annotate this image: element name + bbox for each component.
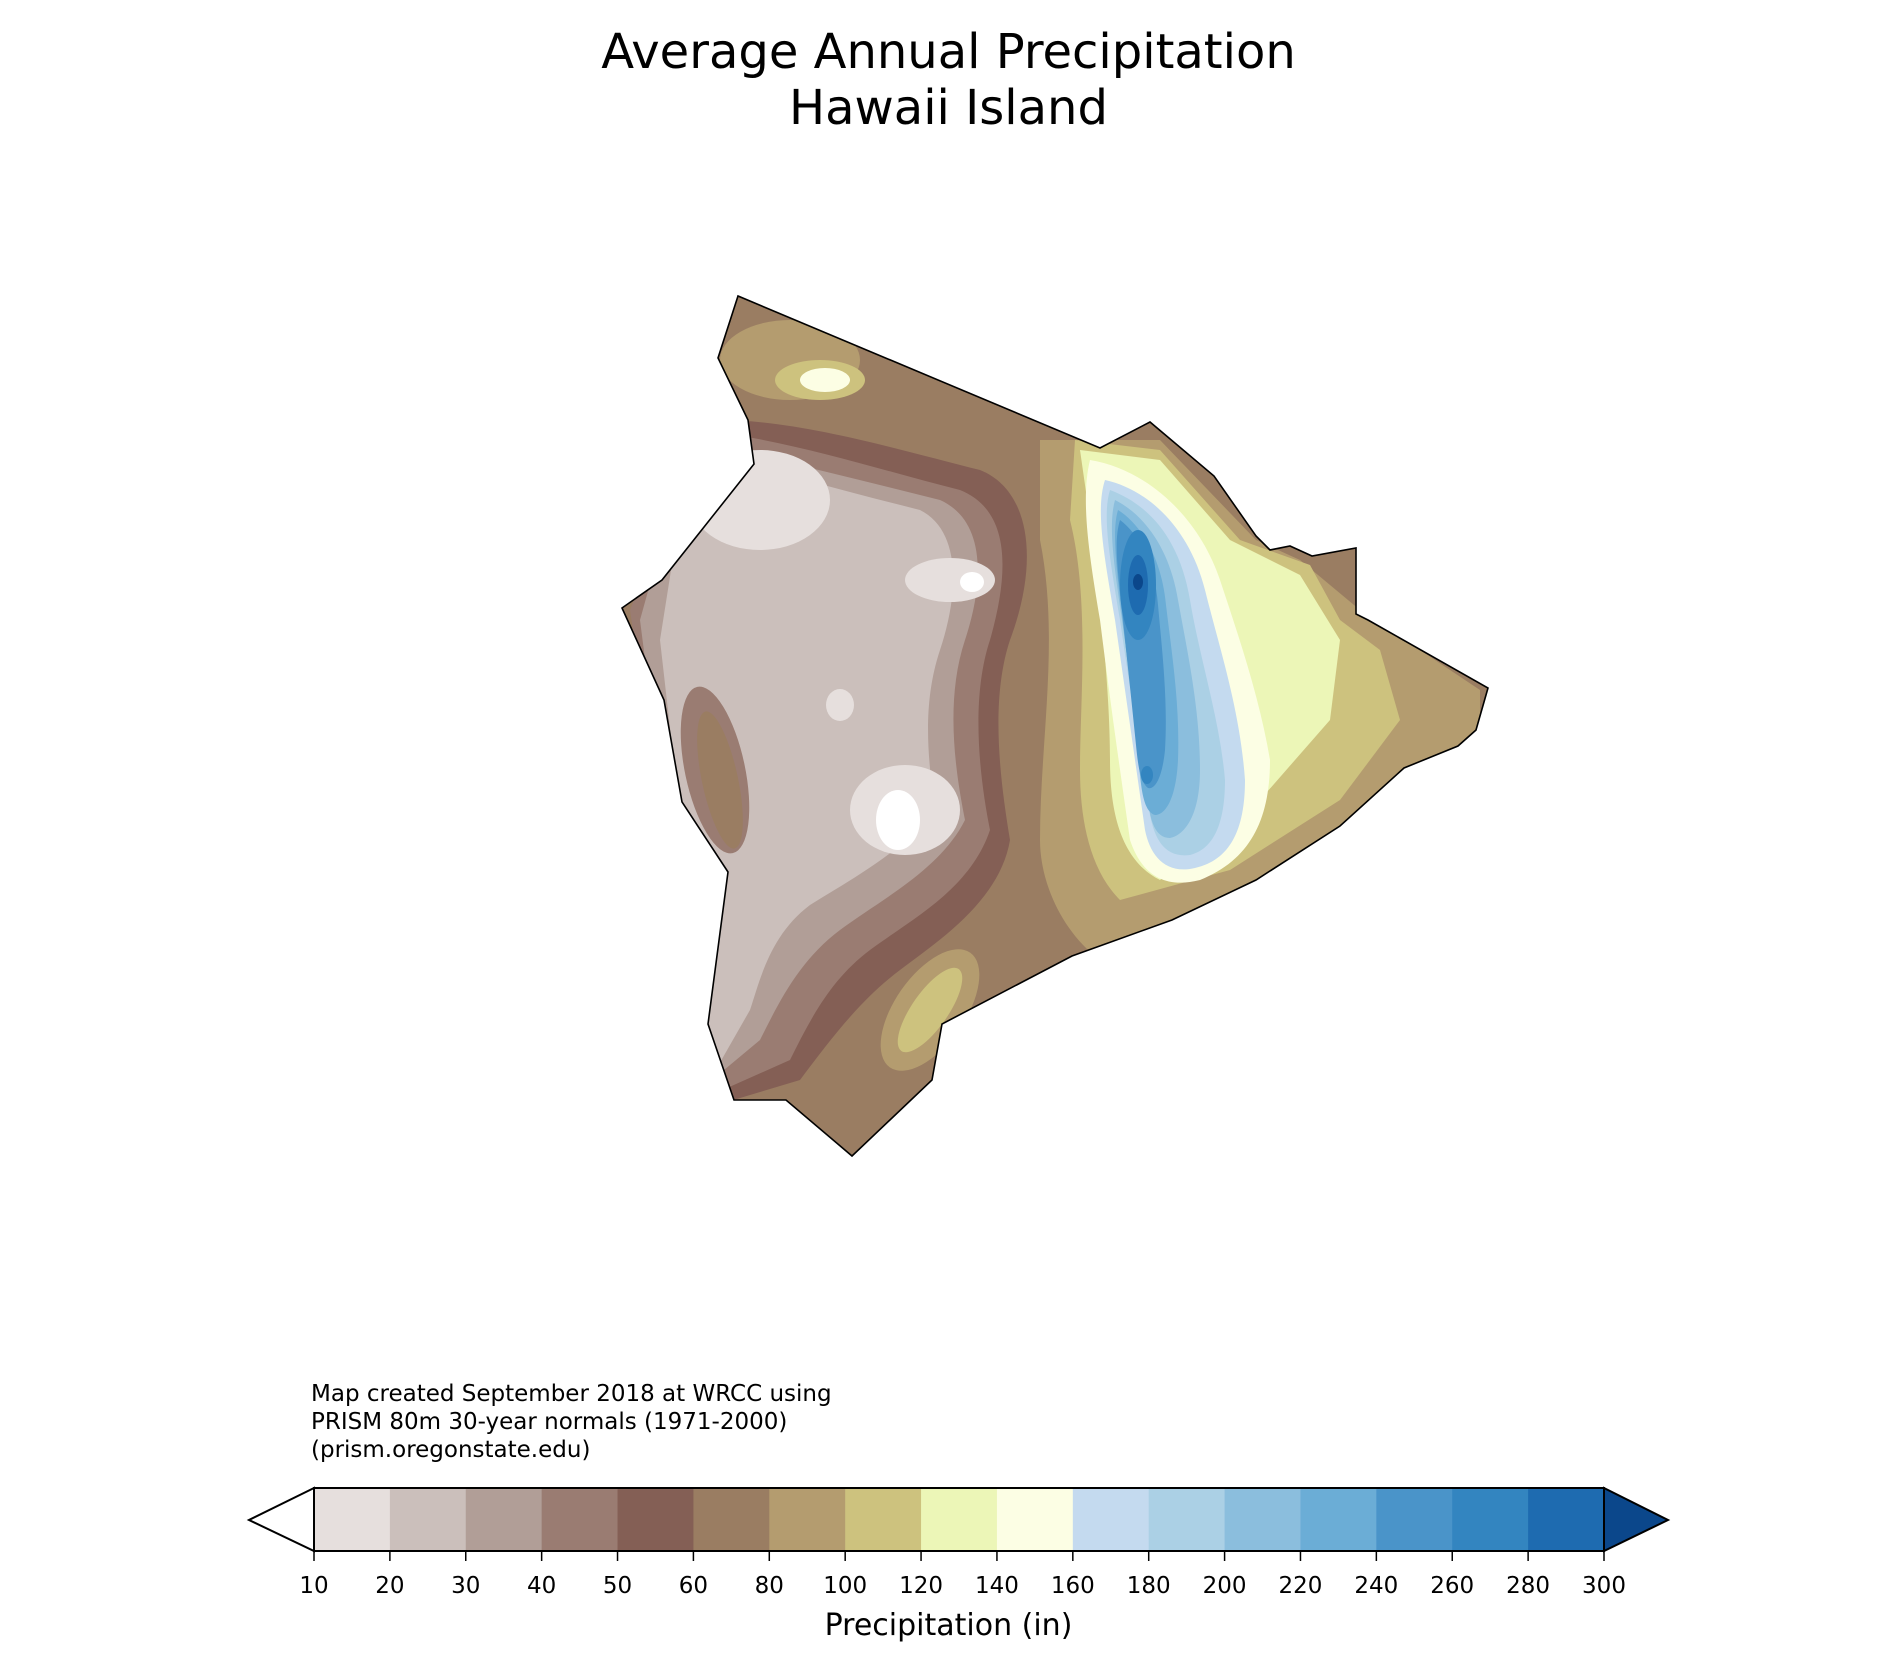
colorbar-tick-label: 30 bbox=[451, 1573, 480, 1599]
colorbar-segment-40-50 bbox=[541, 1488, 619, 1551]
zone-under-10-hualalai bbox=[960, 572, 984, 592]
colorbar-segment-80-100 bbox=[769, 1488, 846, 1551]
colorbar-segment-200-220 bbox=[1224, 1488, 1301, 1551]
coastline bbox=[620, 294, 1489, 1158]
colorbar-segment-100-120 bbox=[845, 1488, 922, 1551]
map-subtitle: Hawaii Island bbox=[789, 80, 1108, 136]
colorbar-tick-label: 260 bbox=[1430, 1573, 1474, 1599]
zone-under-10-maunaloa bbox=[876, 790, 920, 850]
colorbar-segment-50-60 bbox=[617, 1488, 694, 1551]
colorbar-frame bbox=[313, 1487, 1605, 1552]
credit-line-3: (prism.oregonstate.edu) bbox=[311, 1437, 591, 1463]
zone-over-300 bbox=[1133, 574, 1143, 590]
colorbar-segment-180-200 bbox=[1148, 1488, 1226, 1551]
zone-260-280-south bbox=[1141, 766, 1153, 784]
zone-10-20-center bbox=[826, 689, 854, 721]
colorbar-tick-label: 10 bbox=[299, 1573, 328, 1599]
colorbar-tick-label: 280 bbox=[1506, 1573, 1550, 1599]
colorbar-tick-label: 200 bbox=[1203, 1573, 1247, 1599]
credit-line-2: PRISM 80m 30-year normals (1971-2000) bbox=[311, 1409, 788, 1435]
zone-20-30 bbox=[660, 450, 954, 1080]
precipitation-field bbox=[622, 296, 1488, 1156]
colorbar-segment-60-80 bbox=[693, 1488, 770, 1551]
colorbar-tick-label: 240 bbox=[1354, 1573, 1398, 1599]
colorbar-tick-label: 100 bbox=[823, 1573, 867, 1599]
colorbar-tick-label: 300 bbox=[1582, 1573, 1626, 1599]
colorbar-label: Precipitation (in) bbox=[824, 1608, 1073, 1643]
colorbar-segment-240-260 bbox=[1376, 1488, 1453, 1551]
colorbar-segments bbox=[314, 1488, 1605, 1551]
colorbar-over-arrow bbox=[1603, 1486, 1671, 1553]
colorbar-segment-280-300 bbox=[1528, 1488, 1605, 1551]
colorbar-segment-20-30 bbox=[389, 1488, 467, 1551]
colorbar-segment-260-280 bbox=[1452, 1488, 1529, 1551]
colorbar-tick-label: 140 bbox=[975, 1573, 1019, 1599]
colorbar-segment-10-20 bbox=[314, 1488, 391, 1551]
colorbar-tick-label: 220 bbox=[1279, 1573, 1323, 1599]
colorbar-tick-label: 60 bbox=[679, 1573, 708, 1599]
colorbar-segment-160-180 bbox=[1072, 1488, 1150, 1551]
colorbar-tick-label: 50 bbox=[603, 1573, 632, 1599]
zone-100-120-kau bbox=[897, 967, 963, 1053]
colorbar-tick-label: 20 bbox=[375, 1573, 404, 1599]
colorbar-tick-label: 40 bbox=[527, 1573, 556, 1599]
colorbar-tick-label: 120 bbox=[899, 1573, 943, 1599]
colorbar-tick-label: 80 bbox=[755, 1573, 784, 1599]
colorbar-segment-220-240 bbox=[1300, 1488, 1377, 1551]
colorbar-segment-120-140 bbox=[921, 1488, 998, 1551]
colorbar-tick-label: 160 bbox=[1051, 1573, 1095, 1599]
zone-140-160-north bbox=[800, 368, 850, 392]
credit-line-1: Map created September 2018 at WRCC using bbox=[311, 1381, 832, 1407]
zone-60-80-kona bbox=[697, 711, 743, 849]
colorbar-tick-label: 180 bbox=[1127, 1573, 1171, 1599]
map-title: Average Annual Precipitation bbox=[601, 24, 1296, 80]
colorbar-segment-140-160 bbox=[996, 1488, 1074, 1551]
colorbar-under-arrow bbox=[246, 1486, 315, 1553]
colorbar-segment-30-40 bbox=[465, 1488, 543, 1551]
colorbar-ticks: 10 20 30 40 50 60 80 100 120 140 160 180 200 220 240 26… bbox=[299, 1551, 1626, 1599]
